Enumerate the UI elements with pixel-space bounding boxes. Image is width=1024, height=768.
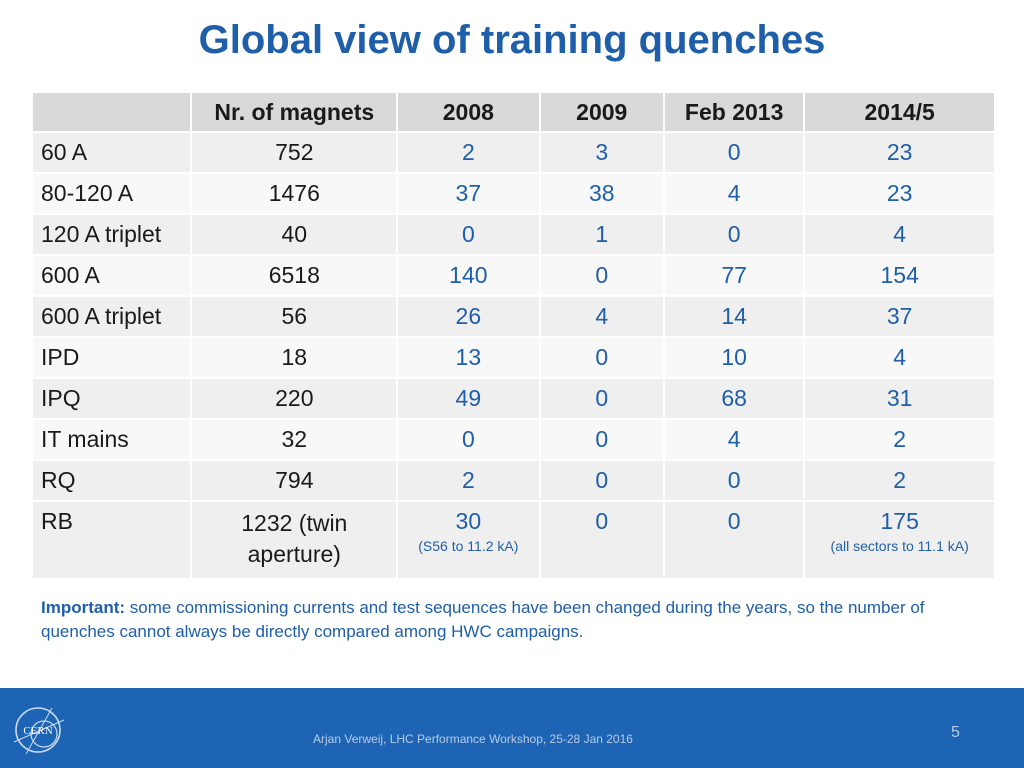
row-feb-2013: 4 <box>664 174 804 213</box>
row-2014-5: 23 <box>805 174 994 213</box>
row-2009: 0 <box>540 502 663 578</box>
row-magnets: 1476 <box>192 174 397 213</box>
table-row: IT mains 32 0 0 4 2 <box>33 420 994 459</box>
row-magnets: 6518 <box>192 256 397 295</box>
row-2014-5: 37 <box>805 297 994 336</box>
row-label: 600 A triplet <box>33 297 191 336</box>
important-label: Important: <box>41 598 126 617</box>
row-2008: 2 <box>398 133 539 172</box>
row-magnets: 32 <box>192 420 397 459</box>
table-row: RQ 794 2 0 0 2 <box>33 461 994 500</box>
table-row-rb: RB 1232 (twin aperture) 30 (S56 to 11.2 … <box>33 502 994 578</box>
row-feb-2013: 0 <box>664 133 804 172</box>
row-2008: 37 <box>398 174 539 213</box>
cern-logo-text: CERN <box>23 725 52 737</box>
row-label: RB <box>33 502 191 578</box>
row-label: IPQ <box>33 379 191 418</box>
important-note: Important: some commissioning currents a… <box>41 596 981 644</box>
row-feb-2013: 10 <box>664 338 804 377</box>
row-feb-2013: 68 <box>664 379 804 418</box>
row-2009: 0 <box>540 420 663 459</box>
header-2014-5: 2014/5 <box>805 93 994 131</box>
row-2008: 0 <box>398 420 539 459</box>
row-2009: 0 <box>540 256 663 295</box>
row-2014-5-note: (all sectors to 11.1 kA) <box>830 538 969 554</box>
row-2009: 4 <box>540 297 663 336</box>
row-feb-2013: 14 <box>664 297 804 336</box>
row-magnets: 220 <box>192 379 397 418</box>
header-magnets: Nr. of magnets <box>192 93 397 131</box>
row-2014-5: 4 <box>805 215 994 254</box>
row-2008: 30 (S56 to 11.2 kA) <box>398 502 539 578</box>
header-blank <box>33 93 191 131</box>
table-row: IPQ 220 49 0 68 31 <box>33 379 994 418</box>
table-row: IPD 18 13 0 10 4 <box>33 338 994 377</box>
row-2009: 1 <box>540 215 663 254</box>
row-2014-5: 2 <box>805 461 994 500</box>
row-feb-2013: 0 <box>664 461 804 500</box>
row-label: 80-120 A <box>33 174 191 213</box>
row-2009: 3 <box>540 133 663 172</box>
row-2014-5: 2 <box>805 420 994 459</box>
table-row: 80-120 A 1476 37 38 4 23 <box>33 174 994 213</box>
header-2008: 2008 <box>398 93 539 131</box>
row-2008-note: (S56 to 11.2 kA) <box>418 538 519 554</box>
row-feb-2013: 4 <box>664 420 804 459</box>
row-2009: 0 <box>540 379 663 418</box>
row-2008: 140 <box>398 256 539 295</box>
page-number: 5 <box>951 724 960 741</box>
row-2014-5: 4 <box>805 338 994 377</box>
row-2008-value: 30 <box>455 508 482 534</box>
row-2008: 26 <box>398 297 539 336</box>
header-2009: 2009 <box>540 93 663 131</box>
cern-logo-icon: CERN <box>13 707 65 755</box>
table-header-row: Nr. of magnets 2008 2009 Feb 2013 2014/5 <box>33 93 994 131</box>
row-feb-2013: 0 <box>664 502 804 578</box>
table-row: 600 A triplet 56 26 4 14 37 <box>33 297 994 336</box>
row-magnets: 56 <box>192 297 397 336</box>
row-magnets: 18 <box>192 338 397 377</box>
row-magnets-text: 1232 (twin aperture) <box>241 510 348 567</box>
row-2009: 38 <box>540 174 663 213</box>
row-label: RQ <box>33 461 191 500</box>
table-row: 120 A triplet 40 0 1 0 4 <box>33 215 994 254</box>
table-row: 60 A 752 2 3 0 23 <box>33 133 994 172</box>
row-label: 120 A triplet <box>33 215 191 254</box>
row-label: 600 A <box>33 256 191 295</box>
row-feb-2013: 0 <box>664 215 804 254</box>
table-row: 600 A 6518 140 0 77 154 <box>33 256 994 295</box>
footer-bar: CERN Arjan Verweij, LHC Performance Work… <box>0 688 1024 768</box>
quench-table: Nr. of magnets 2008 2009 Feb 2013 2014/5… <box>31 91 996 580</box>
row-2008: 0 <box>398 215 539 254</box>
row-2014-5-value: 175 <box>880 508 919 534</box>
footer-credit: Arjan Verweij, LHC Performance Workshop,… <box>313 732 633 746</box>
row-label: IT mains <box>33 420 191 459</box>
row-2014-5: 23 <box>805 133 994 172</box>
row-2014-5: 31 <box>805 379 994 418</box>
row-magnets: 794 <box>192 461 397 500</box>
row-magnets: 1232 (twin aperture) <box>192 502 397 578</box>
row-magnets: 40 <box>192 215 397 254</box>
header-feb-2013: Feb 2013 <box>664 93 804 131</box>
row-2008: 13 <box>398 338 539 377</box>
row-2009: 0 <box>540 461 663 500</box>
row-magnets: 752 <box>192 133 397 172</box>
row-feb-2013: 77 <box>664 256 804 295</box>
slide-title: Global view of training quenches <box>198 18 826 62</box>
row-2008: 49 <box>398 379 539 418</box>
row-label: 60 A <box>33 133 191 172</box>
row-2014-5: 175 (all sectors to 11.1 kA) <box>805 502 994 578</box>
row-2014-5: 154 <box>805 256 994 295</box>
important-text: some commissioning currents and test seq… <box>41 598 925 641</box>
row-2008: 2 <box>398 461 539 500</box>
row-2009: 0 <box>540 338 663 377</box>
row-label: IPD <box>33 338 191 377</box>
